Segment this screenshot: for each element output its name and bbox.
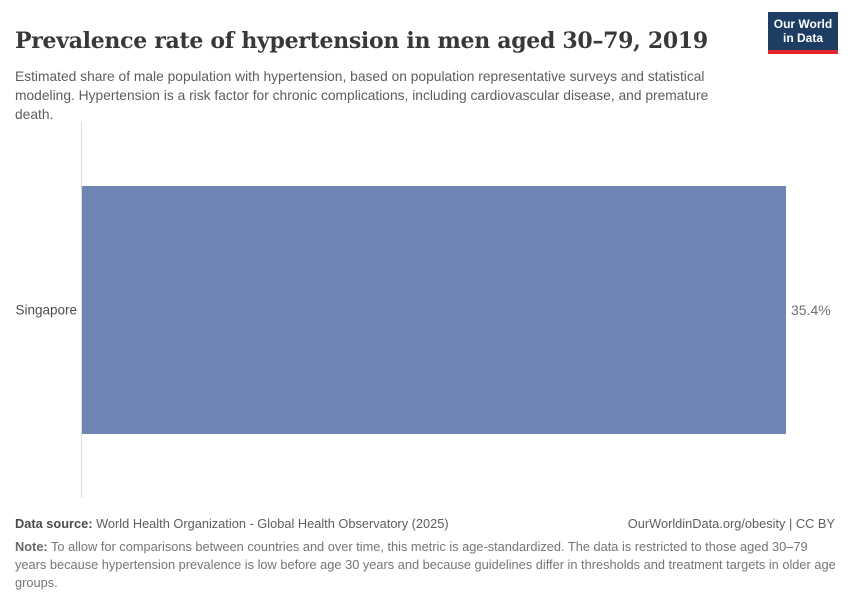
bar-row: Singapore 35.4% <box>0 186 850 434</box>
note-text: To allow for comparisons between countri… <box>15 539 836 591</box>
data-source-line: Data source: World Health Organization -… <box>15 516 449 531</box>
attribution-link[interactable]: OurWorldinData.org/obesity | CC BY <box>627 516 835 531</box>
owid-logo[interactable]: Our World in Data <box>768 12 838 55</box>
bar[interactable] <box>82 186 786 434</box>
chart-subtitle: Estimated share of male population with … <box>15 68 709 122</box>
owid-logo-line1: Our World <box>773 17 833 31</box>
category-label: Singapore <box>15 302 77 318</box>
y-axis-line <box>81 122 82 498</box>
page-title: Prevalence rate of hypertension in men a… <box>15 27 708 54</box>
chart-plot-area: Singapore 35.4% <box>0 122 850 498</box>
value-label: 35.4% <box>791 302 831 318</box>
data-source-label: Data source: <box>15 516 93 531</box>
bar-rows: Singapore 35.4% <box>0 122 850 498</box>
note-line: Note: To allow for comparisons between c… <box>15 538 837 592</box>
owid-logo-line2: in Data <box>782 31 823 46</box>
data-source-text: World Health Organization - Global Healt… <box>92 516 449 531</box>
note-label: Note: <box>15 539 48 554</box>
